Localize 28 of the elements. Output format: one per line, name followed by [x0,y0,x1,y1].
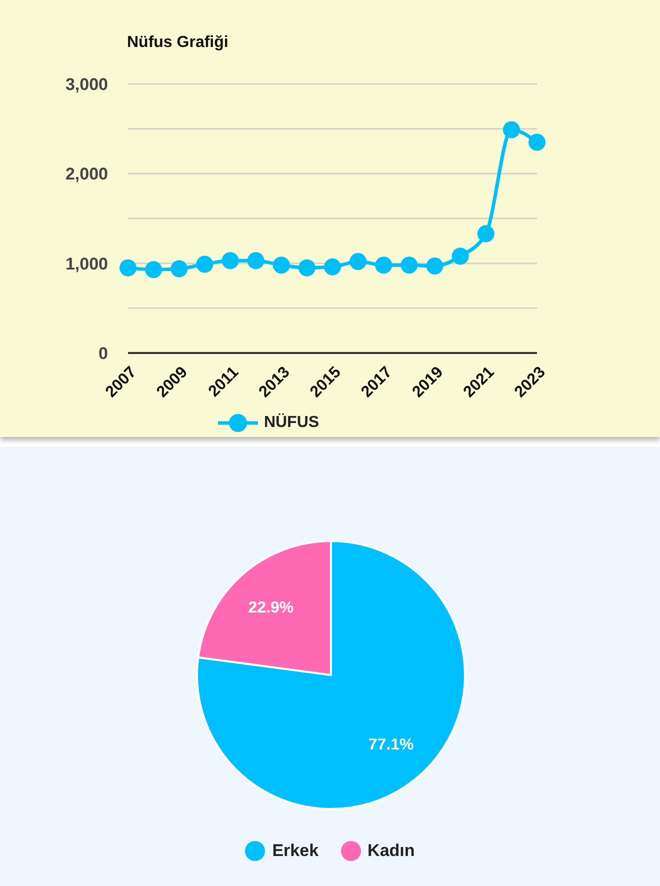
point [400,256,418,274]
point [350,253,367,270]
point [120,259,136,276]
y-tick-label: 1,000 [65,254,108,274]
y-tick-label: 2,000 [65,164,108,184]
point [426,258,444,275]
y-tick-label: 0 [98,344,108,363]
point [222,252,239,270]
point [502,121,520,138]
point [298,259,316,276]
point [528,134,546,151]
legend-label: NÜFUS [264,414,320,432]
legend-label: Kadın [368,841,415,861]
data-label: 22.9% [248,599,294,616]
y-tick-label: 3,000 [65,75,108,94]
point [196,256,214,273]
pie-slice [196,540,466,810]
point [452,248,469,265]
point [145,261,162,278]
chart-title: Nüfus Grafiği [127,34,228,52]
legend-label: Erkek [272,841,319,861]
point [477,225,494,242]
point [170,260,188,278]
data-label: 77.1% [368,736,414,754]
point [272,256,290,274]
point [324,258,341,276]
point [247,252,264,270]
point [375,256,392,274]
